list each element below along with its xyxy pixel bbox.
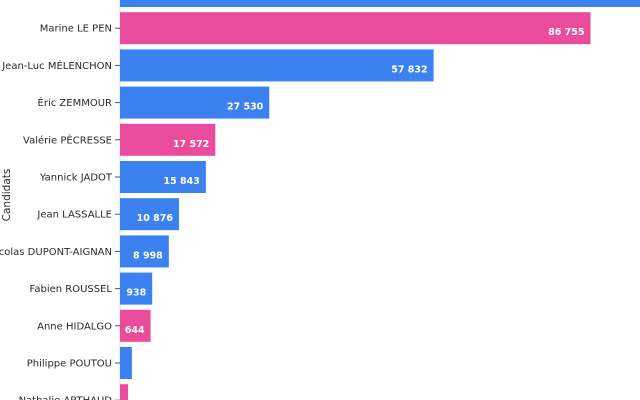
- value-label-7: 8 998: [133, 250, 163, 261]
- bar-2[interactable]: [120, 49, 434, 82]
- category-label-4: Valérie PÉCRESSE: [23, 133, 112, 146]
- bar-9[interactable]: [120, 309, 151, 342]
- bar-4[interactable]: [120, 123, 216, 156]
- bar-5[interactable]: [120, 161, 206, 193]
- category-label-6: Jean LASSALLE: [36, 210, 112, 221]
- category-label-2: Jean-Luc MÉLENCHON: [1, 59, 112, 72]
- category-label-1: Marine LE PEN: [40, 24, 112, 35]
- value-label-1: 86 755: [548, 27, 584, 38]
- bar-11[interactable]: [120, 384, 129, 400]
- category-label-8: Fabien ROUSSEL: [30, 284, 113, 295]
- value-label-5: 15 843: [164, 176, 200, 187]
- bar-1[interactable]: [120, 12, 591, 45]
- value-label-9: 644: [125, 325, 145, 336]
- bar-7[interactable]: [120, 235, 169, 268]
- category-label-9: Anne HIDALGO: [37, 321, 112, 332]
- y-axis-title: Candidats: [1, 169, 13, 222]
- bar-8[interactable]: [120, 272, 153, 305]
- category-label-7: colas DUPONT-AIGNAN: [0, 247, 112, 258]
- category-label-11: Nathalie ARTHAUD: [19, 396, 113, 400]
- category-label-3: Éric ZEMMOUR: [38, 96, 113, 109]
- value-label-8: 938: [126, 288, 146, 299]
- value-label-6: 10 876: [137, 213, 174, 224]
- category-label-10: Philippe POUTOU: [27, 359, 112, 370]
- bar-0[interactable]: [120, 0, 640, 7]
- bar-3[interactable]: [120, 86, 270, 119]
- value-label-3: 27 530: [227, 102, 264, 113]
- value-label-4: 17 572: [173, 139, 209, 150]
- category-label-5: Yannick JADOT: [39, 173, 113, 184]
- value-label-2: 57 832: [391, 64, 427, 75]
- bar-10[interactable]: [120, 347, 132, 379]
- bar-6[interactable]: [120, 198, 179, 231]
